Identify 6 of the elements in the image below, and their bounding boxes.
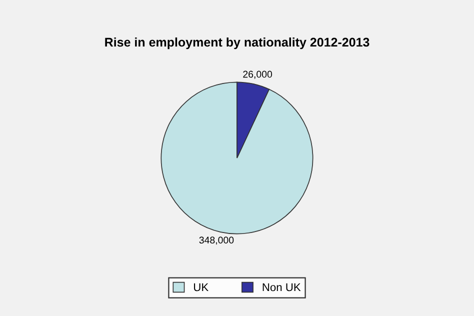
pie-slice: [160, 82, 314, 234]
legend-label: UK: [194, 283, 208, 292]
legend-label: Non UK: [262, 283, 301, 292]
data-label: 348,000: [199, 236, 234, 245]
data-label: 26,000: [243, 70, 272, 79]
chart-title: Rise in employment by nationality 2012-2013: [105, 37, 370, 50]
